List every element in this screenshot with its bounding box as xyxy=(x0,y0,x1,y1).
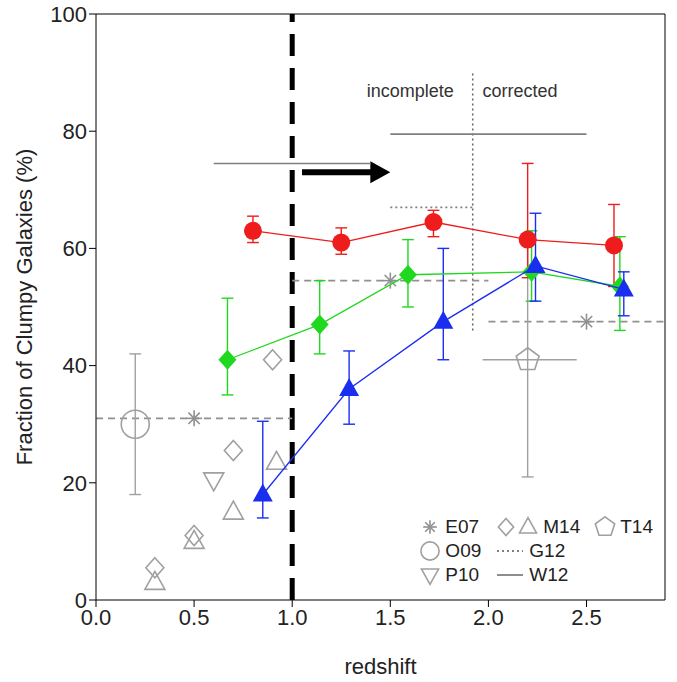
svg-text:Fraction of Clumpy Galaxies (%: Fraction of Clumpy Galaxies (%) xyxy=(12,149,37,466)
svg-text:corrected: corrected xyxy=(483,81,558,101)
svg-text:1.0: 1.0 xyxy=(277,605,308,630)
svg-text:100: 100 xyxy=(50,2,87,27)
svg-text:0.0: 0.0 xyxy=(80,604,112,630)
html-text:G12: G12 xyxy=(529,540,566,561)
svg-text:1.5: 1.5 xyxy=(375,605,406,630)
svg-text:0: 0 xyxy=(75,588,87,613)
svg-text:redshift: redshift xyxy=(344,654,416,679)
svg-text:2.0: 2.0 xyxy=(473,605,504,630)
html-text:M14: M14 xyxy=(543,516,581,537)
svg-text:40: 40 xyxy=(63,353,87,378)
html-text:T14: T14 xyxy=(620,516,653,537)
svg-text:80: 80 xyxy=(63,119,87,144)
svg-text:20: 20 xyxy=(63,471,87,496)
html-text:W12: W12 xyxy=(529,564,569,585)
svg-text:incomplete: incomplete xyxy=(367,81,454,101)
html-text:E07: E07 xyxy=(445,516,480,537)
svg-text:2.5: 2.5 xyxy=(571,605,602,630)
html-text:O09: O09 xyxy=(445,540,482,561)
svg-text:0.5: 0.5 xyxy=(179,605,210,630)
html-text:P10: P10 xyxy=(445,564,480,585)
svg-text:60: 60 xyxy=(63,236,87,261)
